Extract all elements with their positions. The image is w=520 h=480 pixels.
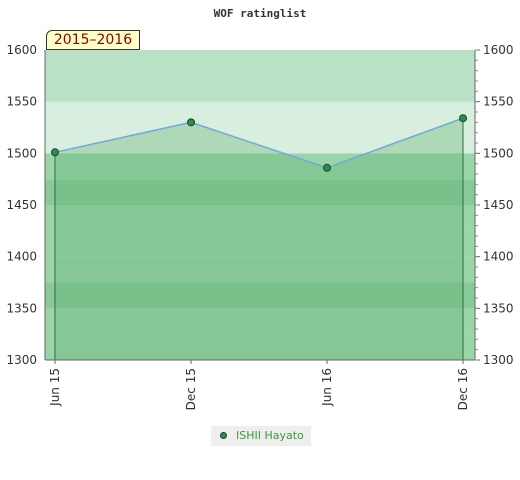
band <box>45 179 475 205</box>
data-point <box>51 148 59 157</box>
data-point <box>459 114 467 123</box>
x-tick-label: Dec 15 <box>184 368 198 410</box>
legend-marker-icon <box>220 432 227 439</box>
y-axis-right: 1300 1350 1400 1450 1500 1550 1600 <box>475 43 514 367</box>
y-tick-label-left: 1300 <box>6 353 37 367</box>
band <box>45 256 475 283</box>
y-tick-label-right: 1450 <box>483 198 514 212</box>
area-fill <box>54 118 464 360</box>
band <box>45 50 475 76</box>
y-tick-label-right: 1600 <box>483 43 514 57</box>
y-tick-label-left: 1350 <box>6 301 37 315</box>
y-tick-label-right: 1500 <box>483 146 514 160</box>
x-tick-label: Jun 15 <box>48 368 62 407</box>
data-point <box>323 163 331 172</box>
legend-label: ISHII Hayato <box>236 429 304 442</box>
x-axis: Jun 15 Dec 15 Jun 16 Dec 16 <box>48 360 470 410</box>
area-shape <box>55 118 463 360</box>
season-label: 2015–2016 <box>46 30 140 50</box>
chart-title: WOF ratinglist <box>214 7 307 20</box>
band <box>45 308 475 335</box>
y-axis-left: 1300 1350 1400 1450 1500 1550 1600 <box>6 43 37 367</box>
band <box>45 205 475 231</box>
y-tick-label-left: 1550 <box>6 95 37 109</box>
band <box>45 282 475 309</box>
y-tick-label-left: 1400 <box>6 250 37 264</box>
legend[interactable]: ISHII Hayato <box>211 426 311 446</box>
data-point <box>187 118 195 127</box>
y-tick-label-right: 1550 <box>483 95 514 109</box>
y-tick-label-right: 1300 <box>483 353 514 367</box>
y-tick-label-left: 1600 <box>6 43 37 57</box>
x-tick-label: Dec 16 <box>456 368 470 410</box>
y-tick-label-right: 1350 <box>483 301 514 315</box>
band <box>45 334 475 360</box>
band <box>45 230 475 257</box>
y-tick-label-right: 1400 <box>483 250 514 264</box>
band <box>45 153 475 180</box>
background-bands <box>45 50 475 360</box>
y-tick-label-left: 1500 <box>6 146 37 160</box>
x-tick-label: Jun 16 <box>320 368 334 407</box>
band <box>45 75 475 102</box>
series-line <box>51 114 467 172</box>
series-polyline <box>54 117 464 169</box>
y-tick-label-left: 1450 <box>6 198 37 212</box>
band <box>45 101 475 128</box>
